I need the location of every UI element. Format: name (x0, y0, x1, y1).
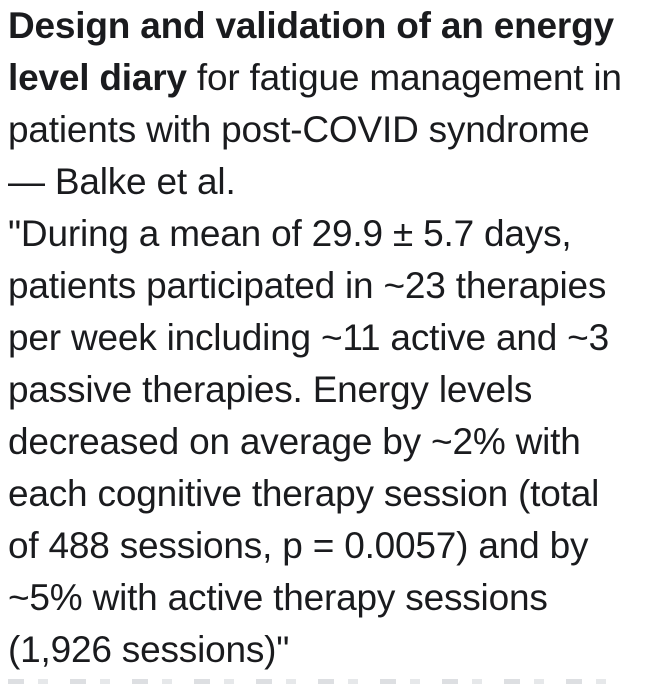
text-segment: patients with post-COVID syndrome (8, 109, 590, 150)
text-segment: of 488 sessions, p = 0.0057) and by (8, 525, 589, 566)
text-line: Design and validation of an energy (8, 0, 641, 52)
text-line: level diary for fatigue management in (8, 52, 641, 104)
text-segment: for fatigue management in (186, 57, 622, 98)
text-line: ~5% with active therapy sessions (8, 572, 641, 624)
text-segment: decreased on average by ~2% with (8, 421, 581, 462)
text-segment: passive therapies. Energy levels (8, 369, 533, 410)
text-segment: per week including ~11 active and ~3 (8, 317, 609, 358)
text-segment: — Balke et al. (8, 161, 236, 202)
text-line: patients participated in ~23 therapies (8, 260, 641, 312)
text-line: patients with post-COVID syndrome (8, 104, 641, 156)
text-segment: ~5% with active therapy sessions (8, 577, 548, 618)
text-line: — Balke et al. (8, 156, 641, 208)
text-line: passive therapies. Energy levels (8, 364, 641, 416)
text-line: (1,926 sessions)" (8, 624, 641, 676)
text-line: "During a mean of 29.9 ± 5.7 days, (8, 208, 641, 260)
text-line: each cognitive therapy session (total (8, 468, 641, 520)
text-segment: (1,926 sessions)" (8, 629, 290, 670)
text-segment: each cognitive therapy session (total (8, 473, 600, 514)
text-segment: patients participated in ~23 therapies (8, 265, 607, 306)
title-bold-segment: Design and validation of an energy (8, 5, 614, 46)
text-line: of 488 sessions, p = 0.0057) and by (8, 520, 641, 572)
text-segment: "During a mean of 29.9 ± 5.7 days, (8, 213, 572, 254)
text-block: Design and validation of an energy level … (8, 0, 641, 676)
text-line: decreased on average by ~2% with (8, 416, 641, 468)
cutoff-next-line-top (8, 679, 617, 684)
title-bold-segment: level diary (8, 57, 187, 98)
text-line: per week including ~11 active and ~3 (8, 312, 641, 364)
